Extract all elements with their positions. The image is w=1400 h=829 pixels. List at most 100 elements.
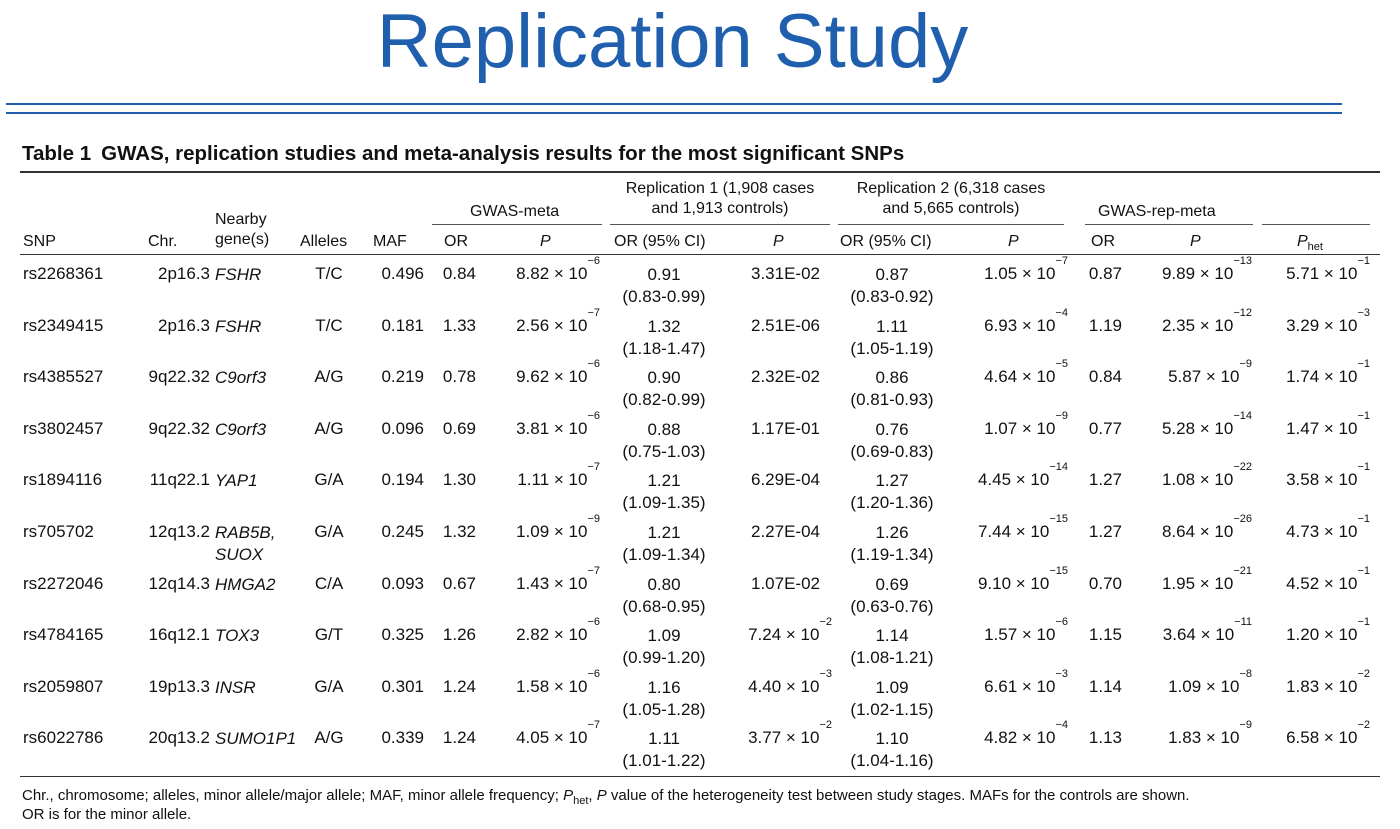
cell-snp: rs3802457 xyxy=(23,418,104,438)
cell-p-het-exponent: −1 xyxy=(1357,513,1370,525)
group-replication-1: Replication 1 (1,908 cases and 1,913 con… xyxy=(608,179,832,219)
cell-gwas-p-base: 2.56 × 10 xyxy=(516,315,588,335)
cell-rep2-or-ci-or: 0.69 xyxy=(875,574,909,594)
footnote-text-1: Chr., chromosome; alleles, minor allele/… xyxy=(22,787,564,804)
cell-rep1-or-ci: 0.80 (0.68-0.95) xyxy=(604,574,724,618)
table-footnote: Chr., chromosome; alleles, minor allele/… xyxy=(22,786,1352,824)
cell-gwas-p-exponent: −6 xyxy=(587,616,600,629)
title-divider-bottom xyxy=(6,112,1342,114)
cell-p-het-exponent: −1 xyxy=(1357,409,1370,422)
cell-meta-p: 1.08 × 10−22 xyxy=(1124,462,1252,490)
cell-snp: rs2268361 xyxy=(23,264,104,283)
cell-meta-p-exponent: −13 xyxy=(1233,255,1252,267)
cell-nearby-gene-line1: RAB5B, xyxy=(215,523,276,542)
cell-meta-p-base: 8.64 × 10 xyxy=(1161,522,1234,541)
cell-nearby-gene-line1: C9orf3 xyxy=(215,368,267,388)
cell-rep2-or-ci-ci: (0.69-0.83) xyxy=(850,441,934,461)
cell-rep2-or-ci-or: 1.27 xyxy=(875,471,909,491)
cell-rep1-or-ci: 1.09 (0.99-1.20) xyxy=(604,625,724,669)
table-bottom-rule xyxy=(20,776,1380,777)
cell-nearby-gene: SUMO1P1 xyxy=(215,728,296,750)
cell-gwas-p: 4.05 × 10−7 xyxy=(478,720,600,748)
cell-meta-p: 5.87 × 10−9 xyxy=(1124,359,1252,387)
cell-rep1-p: 3.31E-02 xyxy=(751,264,820,283)
group-gwas-rep-meta: GWAS-rep-meta xyxy=(1098,203,1216,220)
header-rep1-or-ci: OR (95% CI) xyxy=(614,233,706,250)
cell-gwas-p-base: 2.82 × 10 xyxy=(516,625,588,645)
cell-snp: rs2349415 xyxy=(23,315,104,335)
cell-rep1-or-ci-ci: (1.01-1.22) xyxy=(622,751,706,771)
cell-rep1-or-ci: 1.32 (1.18-1.47) xyxy=(604,316,724,360)
group-rule-gwas-rep-meta xyxy=(1085,224,1253,225)
cell-alleles: A/G xyxy=(314,418,344,438)
cell-rep1-or-ci: 0.88 (0.75-1.03) xyxy=(604,419,724,463)
cell-p-het-exponent: −1 xyxy=(1357,358,1370,371)
cell-meta-or: 1.13 xyxy=(1088,728,1122,748)
cell-p-het-base: 1.20 × 10 xyxy=(1286,625,1358,645)
group-gwas-meta: GWAS-meta xyxy=(470,203,560,220)
cell-gwas-p: 9.62 × 10−6 xyxy=(478,359,600,387)
header-gwas-p: P xyxy=(540,233,551,250)
cell-rep1-p: 2.32E-02 xyxy=(751,367,820,387)
cell-rep2-p-exponent: −5 xyxy=(1055,358,1068,371)
cell-meta-p-exponent: −14 xyxy=(1233,409,1252,422)
cell-rep2-or-ci-ci: (1.04-1.16) xyxy=(850,751,934,771)
cell-nearby-gene-line1: FSHR xyxy=(215,265,262,284)
cell-p-het-base: 5.71 × 10 xyxy=(1286,264,1358,283)
cell-meta-p-exponent: −11 xyxy=(1234,616,1252,629)
cell-gwas-p-base: 3.81 × 10 xyxy=(516,418,588,438)
cell-rep2-or-ci: 0.87 (0.83-0.92) xyxy=(832,264,952,308)
cell-gwas-p-base: 8.82 × 10 xyxy=(516,264,588,283)
group-replication-2-line1: Replication 2 (6,318 cases xyxy=(856,180,1046,197)
cell-snp: rs2272046 xyxy=(23,573,104,593)
cell-rep1-or-ci-ci: (1.05-1.28) xyxy=(622,699,706,719)
cell-rep2-p-base: 4.82 × 10 xyxy=(984,728,1056,748)
cell-gwas-p-base: 9.62 × 10 xyxy=(516,367,588,387)
cell-gwas-p-exponent: −7 xyxy=(587,306,600,319)
cell-rep2-or-ci-or: 1.11 xyxy=(876,316,908,336)
cell-gwas-p: 2.82 × 10−6 xyxy=(478,617,600,645)
cell-p-het-exponent: −1 xyxy=(1357,616,1370,629)
cell-rep1-or-ci-or: 1.09 xyxy=(647,626,681,646)
cell-meta-p: 8.64 × 10−26 xyxy=(1124,514,1252,542)
cell-meta-p-exponent: −9 xyxy=(1239,358,1252,371)
cell-rep1-or-ci-or: 1.21 xyxy=(647,471,681,491)
cell-nearby-gene: FSHR xyxy=(215,264,261,286)
cell-meta-or: 0.87 xyxy=(1088,264,1122,283)
cell-nearby-gene-line1: TOX3 xyxy=(215,626,260,646)
cell-p-het-base: 4.73 × 10 xyxy=(1286,522,1358,541)
cell-nearby-gene: INSR xyxy=(215,677,256,699)
cell-p-het-base: 4.52 × 10 xyxy=(1286,573,1358,593)
cell-rep2-p-base: 4.45 × 10 xyxy=(977,470,1050,490)
header-chr: Chr. xyxy=(148,233,178,250)
cell-nearby-gene-line1: INSR xyxy=(215,677,256,697)
cell-rep2-p-exponent: −4 xyxy=(1055,306,1068,319)
cell-maf: 0.325 xyxy=(381,625,424,645)
cell-rep2-p: 9.10 × 10−15 xyxy=(944,565,1068,594)
cell-meta-p: 1.95 × 10−21 xyxy=(1124,565,1252,594)
cell-rep1-or-ci: 1.11 (1.01-1.22) xyxy=(604,728,724,772)
cell-gwas-or: 1.33 xyxy=(442,315,476,335)
cell-gwas-p-exponent: −7 xyxy=(587,719,600,732)
cell-rep2-p-base: 4.64 × 10 xyxy=(984,367,1056,387)
cell-rep2-or-ci-or: 0.76 xyxy=(875,419,909,439)
group-rule-replication-1 xyxy=(610,224,830,225)
cell-p-het: 3.29 × 10−3 xyxy=(1252,307,1370,336)
header-meta-or: OR xyxy=(1091,233,1115,250)
cell-p-het-exponent: −1 xyxy=(1357,461,1370,474)
cell-alleles: A/G xyxy=(314,728,344,748)
cell-nearby-gene: C9orf3 xyxy=(215,419,266,441)
cell-p-het: 5.71 × 10−1 xyxy=(1252,256,1370,284)
cell-rep1-or-ci-ci: (1.18-1.47) xyxy=(622,338,706,358)
cell-rep2-or-ci: 0.69 (0.63-0.76) xyxy=(832,574,952,618)
cell-alleles: T/C xyxy=(315,315,343,335)
cell-rep1-or-ci: 0.91 (0.83-0.99) xyxy=(604,264,724,308)
cell-gwas-p: 1.58 × 10−6 xyxy=(478,668,600,697)
cell-p-het-exponent: −1 xyxy=(1357,564,1370,577)
group-replication-1-line1: Replication 1 (1,908 cases xyxy=(625,180,815,197)
cell-p-het-exponent: −3 xyxy=(1357,306,1370,319)
cell-gwas-p: 1.43 × 10−7 xyxy=(478,565,600,594)
cell-rep2-p-exponent: −14 xyxy=(1049,461,1068,474)
cell-maf: 0.219 xyxy=(381,367,424,387)
cell-rep2-p-exponent: −4 xyxy=(1055,719,1068,732)
